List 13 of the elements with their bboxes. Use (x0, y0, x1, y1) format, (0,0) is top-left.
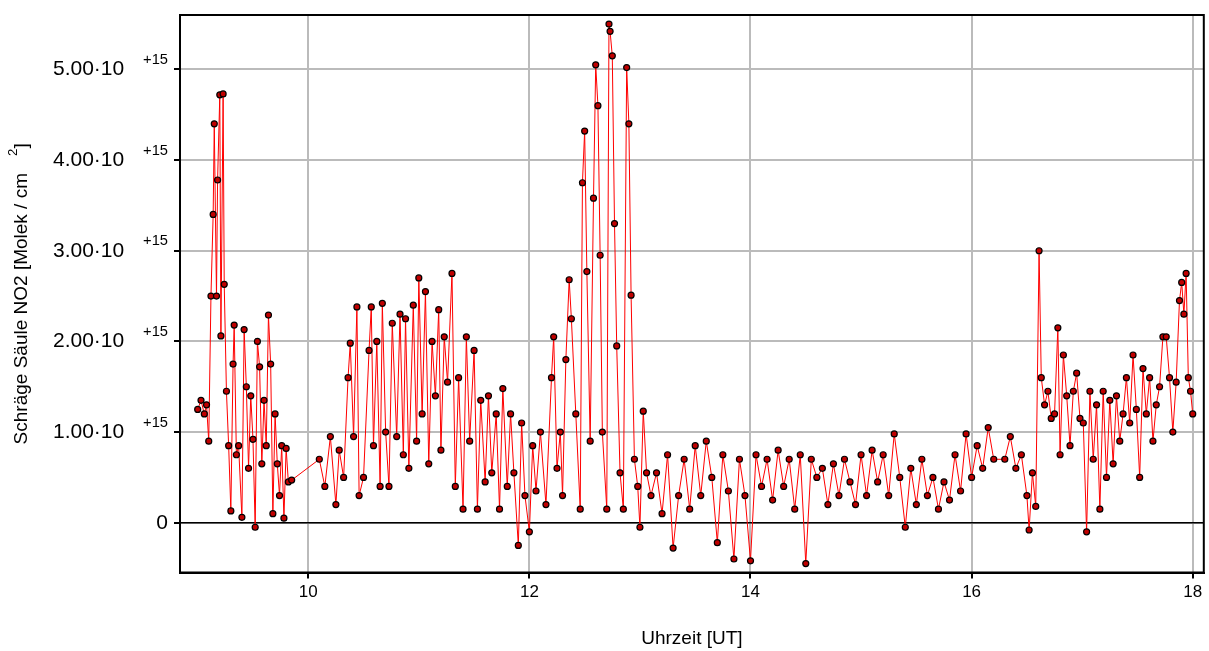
y-tick-label: 5.00·10+15 (52, 51, 169, 80)
y-tick-label: 0 (156, 509, 169, 533)
x-axis-title: Uhrzeit [UT] (641, 627, 743, 649)
x-tick-label: 16 (962, 582, 982, 602)
y-tick-label: 1.00·10+15 (52, 413, 169, 442)
x-tick-label: 18 (1183, 582, 1203, 602)
y-tick-label: 2.00·10+15 (52, 323, 169, 352)
x-tick-label: 12 (519, 582, 539, 602)
y-axis-title: Schräge Säule NO2 [Molek / cm2] (5, 143, 32, 445)
x-tick-label: 10 (298, 582, 318, 602)
x-tick-label: 14 (741, 582, 760, 602)
y-tick-label: 4.00·10+15 (52, 141, 169, 170)
y-tick-label: 3.00·10+15 (52, 232, 169, 261)
